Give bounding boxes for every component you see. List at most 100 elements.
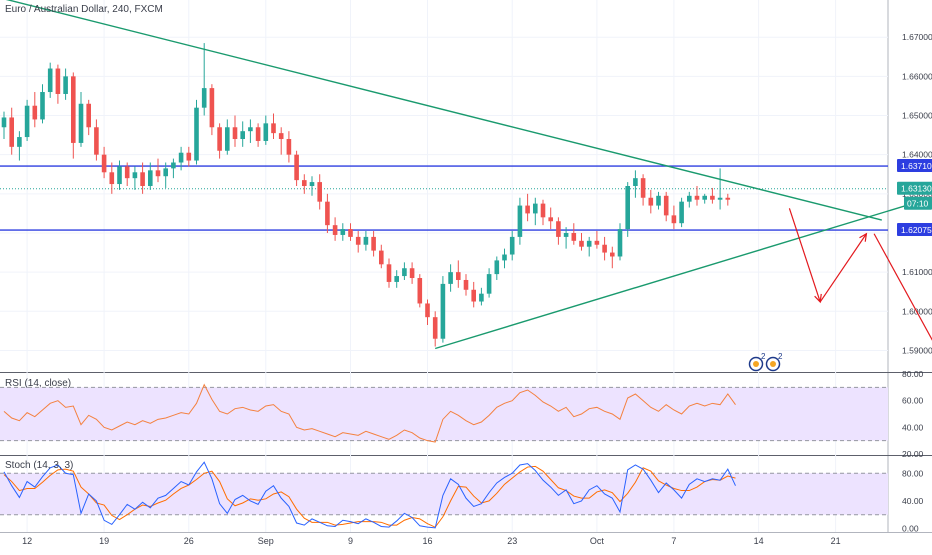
stoch-d-line (3, 465, 736, 528)
rsi-tick-label: 60.00 (902, 396, 924, 406)
candle-body (694, 195, 700, 200)
time-tick-label: 14 (754, 536, 764, 546)
rsi-tick-label: 40.00 (902, 422, 924, 432)
candle-body (209, 88, 215, 128)
candle-body (355, 236, 361, 245)
stoch-legend[interactable]: Stoch (14, 3, 3) (5, 460, 74, 471)
projection-arrow[interactable] (819, 233, 867, 303)
candle-body (509, 236, 515, 255)
symbol-title[interactable]: Euro / Australian Dollar, 240, FXCM (5, 4, 163, 15)
candle-body (32, 105, 38, 120)
level-price-label: 1.62075 (901, 225, 932, 235)
time-tick-label: 21 (831, 536, 841, 546)
candle-body (471, 289, 476, 302)
candle-body (425, 303, 430, 318)
candle-body (101, 154, 107, 173)
last-price-label-bg (897, 181, 932, 195)
candle-body (155, 170, 161, 177)
candle-body (679, 201, 684, 224)
time-tick-label: 9 (348, 536, 353, 546)
candle-body (348, 229, 353, 237)
candle-body (302, 180, 307, 186)
candle-body (486, 274, 492, 294)
candle-body (648, 197, 654, 206)
candle-body (309, 182, 315, 186)
time-tick-label: 12 (22, 536, 32, 546)
price-tick-label: 1.64000 (902, 150, 932, 160)
candle-body (55, 68, 61, 94)
candle-body (656, 195, 661, 206)
candle-body (124, 166, 130, 179)
candle-body (132, 172, 138, 179)
candle-body (717, 197, 723, 200)
candle-body (456, 272, 461, 280)
event-marker-count: 2 (778, 352, 783, 361)
price-tick-label: 1.59000 (902, 345, 932, 355)
price-tick-label: 1.67000 (902, 32, 932, 42)
candle-body (248, 127, 253, 132)
candle-body (63, 76, 68, 94)
candle-body (340, 229, 346, 235)
time-tick-label: 23 (507, 536, 517, 546)
candle-body (47, 68, 53, 93)
candle-body (286, 139, 292, 155)
candle-body (148, 170, 153, 186)
candle-body (379, 250, 384, 265)
countdown-price-label: 07:10 (907, 199, 929, 209)
candle-body (586, 240, 592, 247)
time-tick-label: 19 (99, 536, 109, 546)
candle-body (109, 172, 115, 185)
time-tick-label: 7 (671, 536, 676, 546)
projection-arrow[interactable] (788, 208, 821, 303)
ascending-trendline[interactable] (434, 192, 932, 350)
level-price-label-bg (897, 159, 932, 173)
candle-body (687, 195, 692, 202)
event-marker-count: 2 (761, 352, 766, 361)
candle-body (294, 154, 299, 181)
candle-body (9, 117, 14, 147)
candle-body (463, 279, 469, 290)
candle-body (394, 276, 399, 282)
stoch-tick-label: 80.00 (902, 468, 924, 478)
time-tick-label: Oct (590, 536, 605, 546)
candle-body (232, 127, 238, 140)
candle-body (617, 229, 623, 257)
candle-body (371, 236, 376, 251)
candle-body (201, 88, 207, 108)
candle-body (217, 127, 222, 151)
candle-body (386, 264, 392, 282)
time-tick-label: 26 (184, 536, 194, 546)
candle-body (1, 117, 7, 128)
candle-body (94, 127, 99, 155)
candle-body (702, 195, 707, 200)
candle-body (540, 203, 546, 218)
candle-body (610, 252, 615, 257)
event-marker-dot (770, 361, 776, 367)
candle-body (402, 268, 407, 277)
candle-body (24, 105, 30, 138)
level-price-label: 1.63710 (901, 161, 932, 171)
rsi-band (0, 387, 888, 441)
candle-body (563, 232, 569, 237)
time-tick-label: 16 (422, 536, 432, 546)
candle-body (494, 260, 500, 275)
candle-body (440, 283, 446, 339)
candle-body (255, 127, 261, 141)
descending-trendline[interactable] (4, 0, 882, 221)
candle-body (325, 201, 330, 226)
candle-body (432, 317, 438, 339)
stoch-tick-label: 40.00 (902, 496, 924, 506)
stoch-tick-label: 0.00 (902, 524, 919, 534)
rsi-tick-label: 20.00 (902, 449, 924, 459)
projection-arrowhead (859, 232, 868, 242)
candle-body (194, 107, 199, 161)
candle-body (40, 92, 45, 120)
candle-body (533, 203, 538, 214)
rsi-legend[interactable]: RSI (14, close) (5, 378, 72, 389)
candle-body (178, 152, 184, 163)
candle-body (240, 131, 245, 140)
candle-body (579, 240, 584, 247)
candle-body (448, 272, 453, 284)
